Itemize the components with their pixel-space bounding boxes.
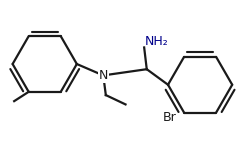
Text: Br: Br [163,111,176,124]
Text: NH₂: NH₂ [145,35,169,48]
Text: N: N [98,69,108,82]
